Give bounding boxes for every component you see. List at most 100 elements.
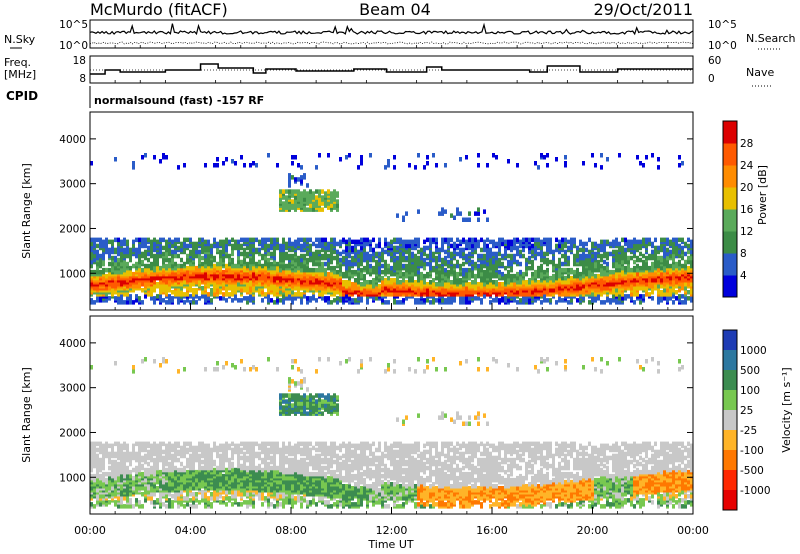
power-cell bbox=[339, 239, 342, 245]
power-cell bbox=[360, 267, 363, 273]
power-cell bbox=[423, 273, 426, 279]
power-cell bbox=[678, 243, 681, 249]
power-cell bbox=[657, 165, 660, 170]
power-cell bbox=[171, 257, 174, 263]
power-cell bbox=[165, 290, 168, 295]
power-cell bbox=[678, 155, 681, 160]
colorbar-tick-label: 20 bbox=[740, 182, 753, 194]
power-cell bbox=[369, 153, 372, 158]
power-cell bbox=[171, 243, 174, 249]
power-cell bbox=[651, 290, 654, 295]
noise-traces bbox=[89, 22, 694, 45]
power-cell bbox=[555, 269, 558, 275]
power-cell bbox=[324, 296, 327, 301]
power-cell bbox=[486, 217, 489, 222]
power-cell bbox=[111, 282, 114, 287]
power-cell bbox=[195, 294, 198, 299]
power-cell bbox=[645, 265, 648, 271]
power-cell bbox=[459, 247, 462, 253]
power-cell bbox=[195, 300, 198, 305]
power-cell bbox=[222, 249, 225, 255]
power-cell bbox=[495, 255, 498, 261]
power-cell bbox=[297, 259, 300, 265]
power-cell bbox=[252, 247, 255, 253]
power-cell bbox=[123, 247, 126, 253]
power-cell bbox=[114, 296, 117, 301]
power-cell bbox=[675, 261, 678, 267]
velocity-cell bbox=[144, 357, 147, 362]
power-cell bbox=[597, 294, 600, 299]
power-cell bbox=[459, 263, 462, 269]
power-cell bbox=[111, 261, 114, 267]
power-cell bbox=[264, 243, 267, 249]
power-cell bbox=[219, 296, 222, 301]
power-cell bbox=[507, 280, 510, 285]
power-cell bbox=[546, 153, 549, 158]
power-cell bbox=[357, 273, 360, 279]
power-cell bbox=[615, 271, 618, 277]
velocity-cell bbox=[129, 504, 132, 509]
power-cell bbox=[183, 163, 186, 168]
power-cell bbox=[477, 282, 480, 287]
power-cell bbox=[246, 296, 249, 301]
power-cell bbox=[417, 237, 420, 243]
power-cell bbox=[549, 288, 552, 293]
velocity-cell bbox=[96, 500, 99, 505]
power-cell bbox=[336, 259, 339, 265]
power-cell bbox=[189, 243, 192, 249]
velocity-cell bbox=[138, 471, 141, 477]
power-cell bbox=[669, 263, 672, 269]
power-cell bbox=[405, 239, 408, 245]
power-cell bbox=[123, 253, 126, 259]
power-cell bbox=[426, 261, 429, 267]
velocity-cell bbox=[141, 492, 144, 497]
power-cell bbox=[654, 251, 657, 257]
velocity-cell bbox=[120, 465, 123, 471]
velocity-cell bbox=[120, 473, 123, 479]
power-cell bbox=[279, 243, 282, 249]
power-cell bbox=[594, 241, 597, 247]
power-cell bbox=[609, 251, 612, 257]
power-cell bbox=[411, 278, 414, 283]
power-cell bbox=[372, 257, 375, 263]
velocity-cell bbox=[90, 467, 93, 473]
power-cell bbox=[312, 267, 315, 273]
power-cell bbox=[666, 241, 669, 247]
power-cell bbox=[357, 263, 360, 269]
velocity-cell bbox=[141, 463, 144, 469]
power-cell bbox=[531, 243, 534, 249]
power-cell bbox=[579, 282, 582, 287]
power-cell bbox=[672, 265, 675, 271]
power-cell bbox=[231, 257, 234, 263]
power-cell bbox=[510, 273, 513, 279]
power-cell bbox=[297, 177, 300, 182]
power-cell bbox=[342, 280, 345, 285]
power-cell bbox=[132, 263, 135, 269]
power-cell bbox=[576, 257, 579, 263]
power-cell bbox=[432, 257, 435, 263]
power-cell bbox=[636, 271, 639, 277]
power-cell bbox=[510, 239, 513, 245]
power-cell bbox=[312, 251, 315, 257]
power-cell bbox=[483, 269, 486, 275]
power-cell bbox=[435, 255, 438, 261]
power-cell bbox=[222, 239, 225, 245]
power-cell bbox=[525, 257, 528, 263]
freq-right-tick-top: 60 bbox=[708, 55, 721, 67]
power-cell bbox=[453, 296, 456, 301]
power-cell bbox=[450, 251, 453, 257]
power-cell bbox=[117, 257, 120, 263]
power-cell bbox=[264, 265, 267, 271]
nave-label: Nave bbox=[746, 66, 774, 79]
power-cell bbox=[654, 245, 657, 251]
power-cell bbox=[114, 255, 117, 261]
velocity-cell bbox=[141, 455, 144, 461]
velocity-cell bbox=[135, 498, 138, 503]
noise-right-tick-bottom: 10^0 bbox=[708, 40, 737, 52]
power-cell bbox=[639, 239, 642, 245]
velocity-cell bbox=[129, 459, 132, 465]
velocity-cell bbox=[102, 471, 105, 477]
power-cell bbox=[321, 253, 324, 259]
power-cell bbox=[447, 269, 450, 275]
power-cell bbox=[390, 239, 393, 245]
